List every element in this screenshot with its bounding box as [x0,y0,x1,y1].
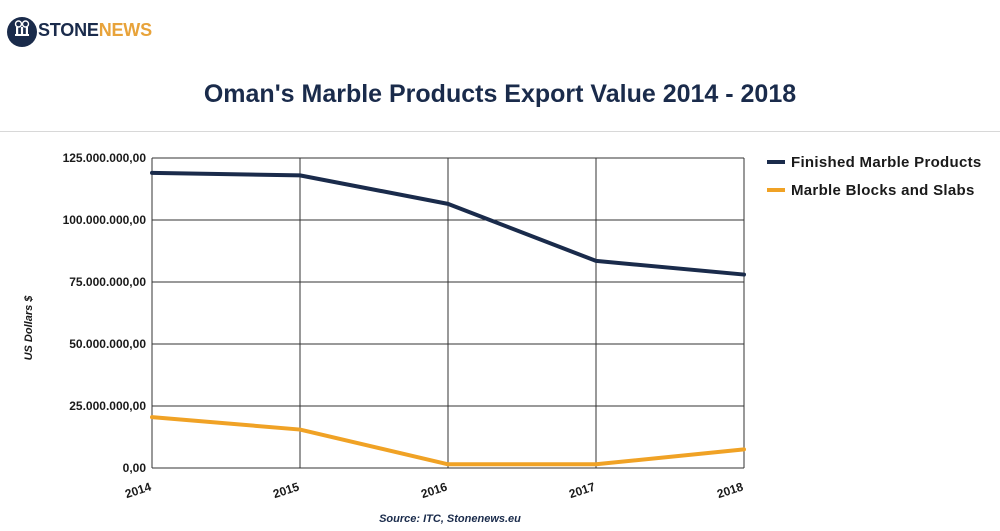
y-axis-ticks: 0,00 25.000.000,00 50.000.000,00 75.000.000… [63,151,147,475]
stonenews-logo [7,17,37,47]
logo-news-text: NEWS [98,20,152,40]
x-tick-label: 2018 [715,479,745,501]
source-note: Source: ITC, Stonenews.eu [379,513,521,525]
y-tick-label: 100.000.000,00 [63,213,147,227]
x-axis-ticks: 2014 2015 2016 2017 2018 [123,479,745,501]
header-divider [0,131,1000,132]
x-tick-label: 2017 [567,479,597,501]
legend-label: Finished Marble Products [791,154,982,171]
y-tick-label: 50.000.000,00 [69,337,146,351]
x-tick-label: 2016 [419,479,449,501]
x-tick-label: 2015 [271,479,301,501]
y-tick-label: 75.000.000,00 [69,275,146,289]
legend-swatch [767,188,785,192]
grid [151,157,745,469]
legend-label: Marble Blocks and Slabs [791,182,975,199]
series-lines [150,170,746,467]
chart-title: Oman's Marble Products Export Value 2014… [203,80,797,108]
y-tick-label: 125.000.000,00 [63,151,147,165]
series-line [150,170,746,277]
y-tick-label: 0,00 [123,461,147,475]
y-axis-label: US Dollars $ [23,295,35,361]
series-line [150,415,746,467]
logo-stone-text: STONE [38,20,99,40]
legend: Finished Marble Products Marble Blocks an… [767,154,982,199]
legend-swatch [767,160,785,164]
logo-wordmark: STONENEWS [38,20,152,41]
x-tick-label: 2014 [123,479,153,501]
y-tick-label: 25.000.000,00 [69,399,146,413]
